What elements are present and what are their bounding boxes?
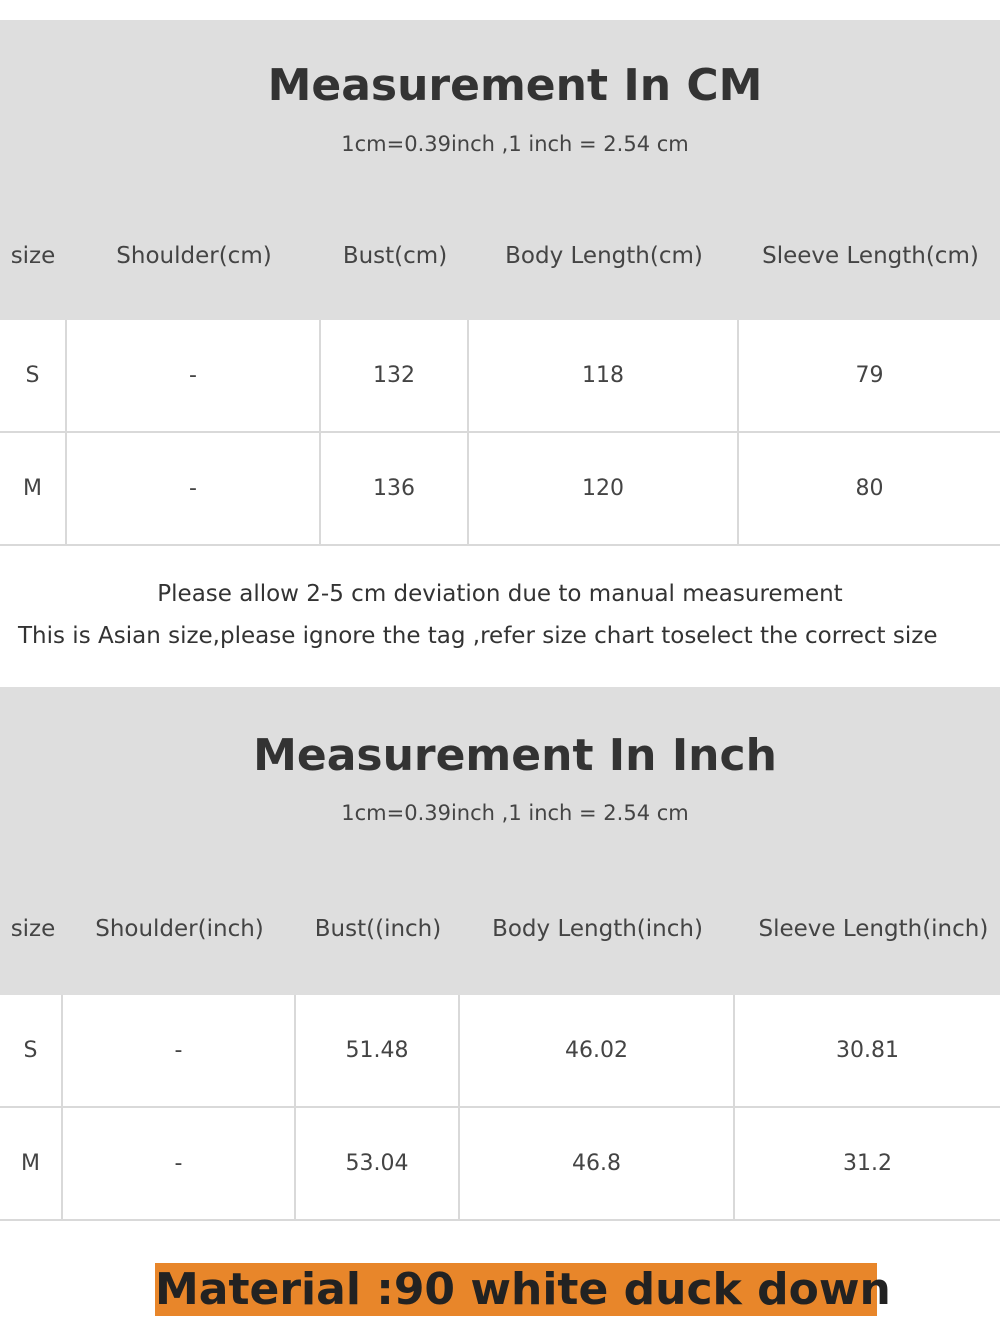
cm-title: Measurement In CM [267, 60, 763, 111]
table-cell: M [0, 433, 67, 544]
column-header: Shoulder(cm) [116, 243, 272, 269]
note-deviation: Please allow 2-5 cm deviation due to man… [157, 581, 843, 607]
column-header: Shoulder(inch) [95, 916, 264, 942]
table-cell: 51.48 [296, 995, 460, 1106]
table-cell: - [67, 320, 321, 431]
column-header: Bust(cm) [342, 243, 448, 269]
inch-conversion: 1cm=0.39inch ,1 inch = 2.54 cm [341, 801, 689, 825]
table-cell: 132 [321, 320, 469, 431]
inch-title: Measurement In Inch [253, 730, 777, 781]
table-cell: 46.8 [460, 1108, 735, 1219]
column-header: Bust((inch) [314, 916, 442, 942]
inch-header-block [0, 687, 1000, 995]
column-header: size [10, 916, 56, 942]
table-cell: 118 [469, 320, 739, 431]
table-cell: 120 [469, 433, 739, 544]
column-header: Sleeve Length(cm) [762, 243, 979, 269]
cm-header-block [0, 20, 1000, 320]
table-cell: S [0, 320, 67, 431]
table-cell: 46.02 [460, 995, 735, 1106]
table-cell: - [67, 433, 321, 544]
column-header: Body Length(cm) [505, 243, 703, 269]
table-row: S -132 118 79 [0, 320, 1000, 433]
table-row: S -51.48 46.02 30.81 [0, 995, 1000, 1108]
cm-conversion: 1cm=0.39inch ,1 inch = 2.54 cm [341, 132, 689, 156]
table-cell: S [0, 995, 63, 1106]
table-cell: 80 [739, 433, 1000, 544]
table-cell: 136 [321, 433, 469, 544]
table-cell: 31.2 [735, 1108, 1000, 1219]
column-header: size [10, 243, 56, 269]
note-asian-size: This is Asian size,please ignore the tag… [18, 623, 938, 649]
table-cell: - [63, 1108, 296, 1219]
column-header: Body Length(inch) [492, 916, 703, 942]
table-row: M -53.04 46.8 31.2 [0, 1108, 1000, 1221]
table-cell: 79 [739, 320, 1000, 431]
material-banner: Material :90 white duck down [155, 1263, 891, 1316]
table-cell: 53.04 [296, 1108, 460, 1219]
table-cell: M [0, 1108, 63, 1219]
table-cell: - [63, 995, 296, 1106]
column-header: Sleeve Length(inch) [758, 916, 989, 942]
table-cell: 30.81 [735, 995, 1000, 1106]
table-row: M -136 120 80 [0, 433, 1000, 546]
